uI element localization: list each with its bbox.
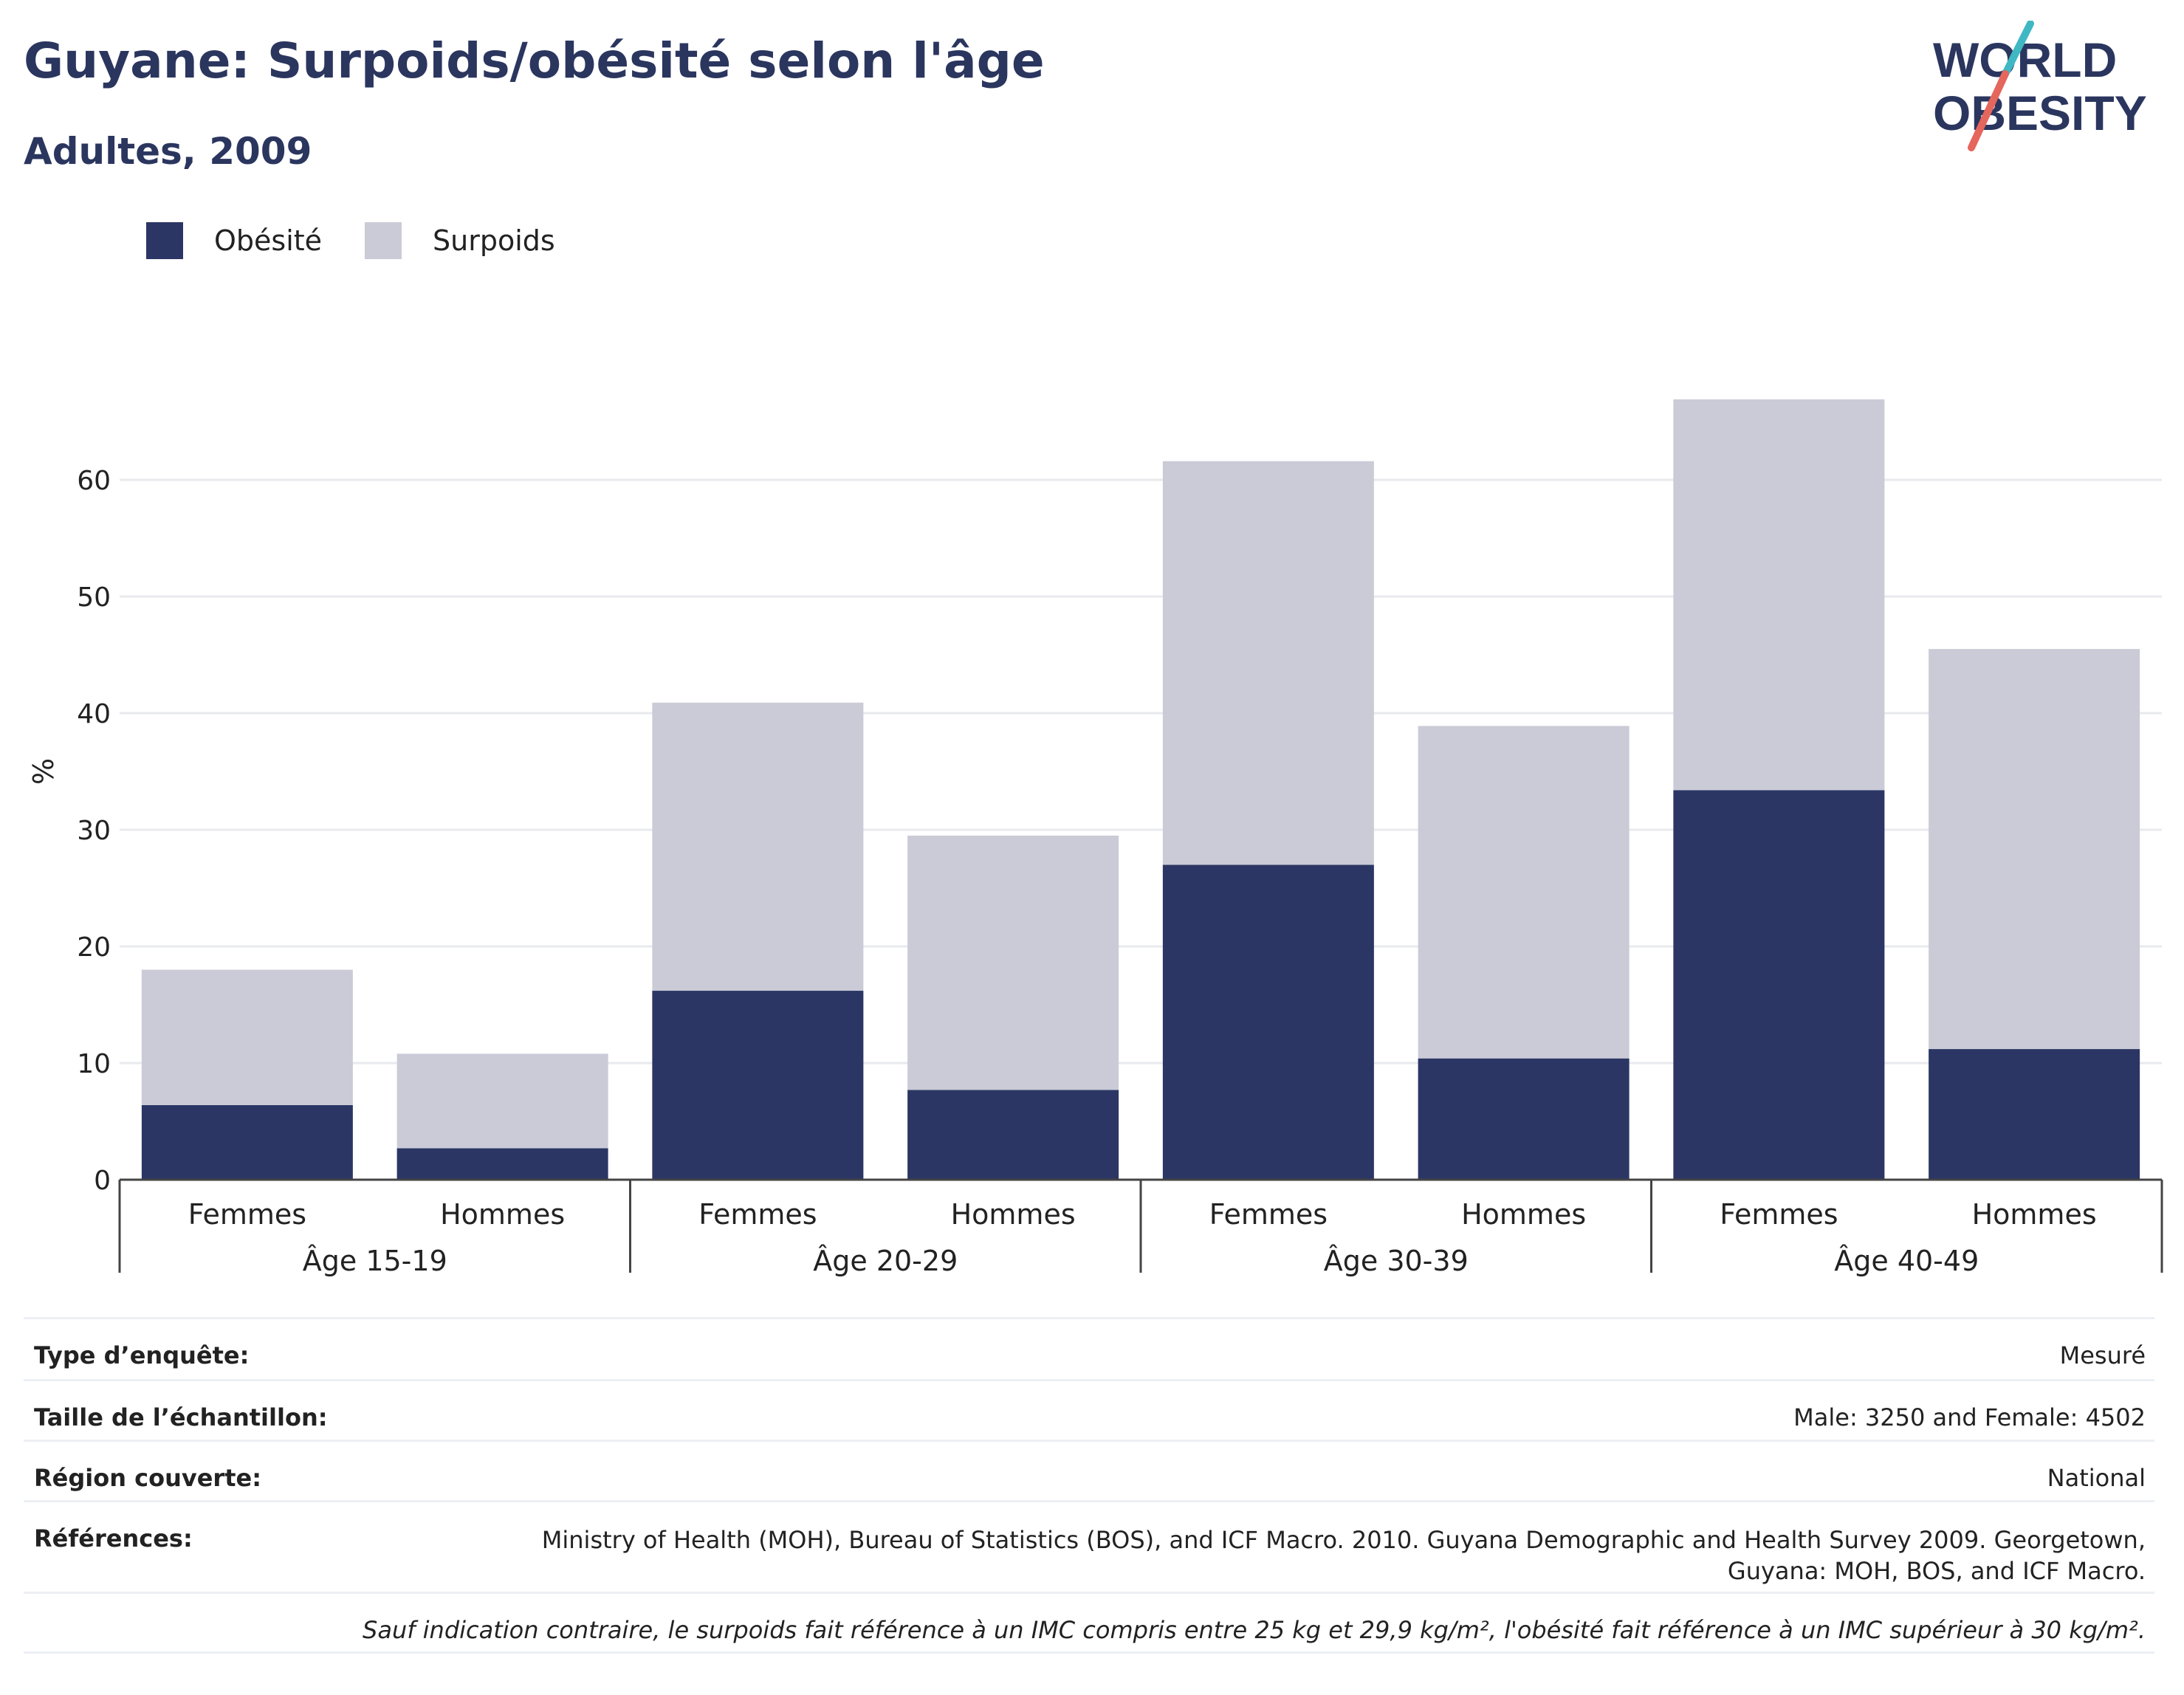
legend-label-surpoids: Surpoids [433, 224, 555, 257]
chart-subtitle: Adultes, 2009 [24, 130, 312, 173]
bar-obesite [141, 1104, 353, 1180]
x-tick-label: Hommes [951, 1198, 1076, 1231]
bar-obesite [396, 1148, 608, 1180]
bar-surpoids [907, 835, 1119, 1090]
x-tick-label: Femmes [698, 1198, 817, 1231]
bar-surpoids [652, 702, 864, 991]
world-obesity-logo: WORLD OBESITY [1933, 21, 2147, 151]
sample-size-value: Male: 3250 and Female: 4502 [1793, 1403, 2146, 1431]
stacked-bar-chart: 0 10 20 30 40 50 60% Femmes Hommes Femmes Hommes Fe… [27, 399, 2163, 1277]
legend-item-obesite[interactable]: Obésité [146, 222, 322, 259]
survey-type-label: Type d’enquête: [34, 1341, 250, 1369]
bar-surpoids [1162, 461, 1374, 865]
survey-info-table: Type d’enquête: Mesuré Taille de l’échan… [24, 1317, 2154, 1654]
logo-line2: OBESITY [1933, 86, 2147, 140]
legend-swatch-surpoids [365, 222, 402, 259]
x-tick-label: Femmes [188, 1198, 306, 1231]
x-tick-label: Hommes [1972, 1198, 2097, 1231]
x-tick-label: Femmes [1209, 1198, 1328, 1231]
bar-obesite [1929, 1049, 2140, 1180]
y-tick-label: 10 [77, 1049, 111, 1079]
bar-surpoids [1673, 399, 1885, 791]
legend-label-obesite: Obésité [214, 224, 323, 257]
bar-obesite [1673, 790, 1885, 1180]
bar-obesite [907, 1090, 1119, 1180]
group-label: Âge 15-19 [303, 1245, 447, 1277]
definition-note: Sauf indication contraire, le surpoids f… [24, 1592, 2154, 1654]
group-label: Âge 40-49 [1834, 1245, 1979, 1277]
references-label: Références: [34, 1524, 193, 1553]
region-label: Région couverte: [34, 1464, 261, 1492]
sample-size-row: Taille de l’échantillon: Male: 3250 and … [24, 1379, 2154, 1440]
logo-slash-top [2002, 21, 2034, 78]
sample-size-label: Taille de l’échantillon: [34, 1403, 328, 1431]
group-label: Âge 20-29 [813, 1245, 958, 1277]
y-tick-label: 30 [77, 816, 111, 846]
x-tick-label: Hommes [1461, 1198, 1586, 1231]
y-tick-label: 50 [77, 582, 111, 613]
bar-surpoids [141, 969, 353, 1105]
bar-surpoids [1418, 726, 1630, 1059]
legend-item-surpoids[interactable]: Surpoids [365, 222, 555, 259]
x-tick-label: Hommes [440, 1198, 565, 1231]
references-value: Ministry of Health (MOH), Bureau of Stat… [541, 1526, 2146, 1585]
bar-obesite [652, 991, 864, 1180]
y-tick-label: 60 [77, 466, 111, 496]
y-tick-label: 0 [94, 1166, 111, 1196]
y-tick-label: 40 [77, 699, 111, 729]
bar-surpoids [396, 1053, 608, 1149]
group-label: Âge 30-39 [1324, 1245, 1469, 1277]
references-row: Références: Ministry of Health (MOH), Bu… [24, 1500, 2154, 1592]
bar-surpoids [1929, 649, 2140, 1050]
survey-type-value: Mesuré [2059, 1341, 2146, 1369]
region-value: National [2047, 1464, 2146, 1492]
bar-obesite [1418, 1058, 1630, 1180]
legend-swatch-obesite [146, 222, 183, 259]
logo-slash-bottom [1968, 70, 2009, 151]
bar-obesite [1162, 864, 1374, 1180]
region-row: Région couverte: National [24, 1440, 2154, 1500]
chart-title: Guyane: Surpoids/obésité selon l'âge [24, 32, 1045, 89]
survey-type-row: Type d’enquête: Mesuré [24, 1317, 2154, 1379]
y-axis-label: % [27, 758, 60, 785]
y-tick-label: 20 [77, 932, 111, 963]
x-tick-label: Femmes [1720, 1198, 1838, 1231]
chart-legend: Obésité Surpoids [146, 219, 598, 263]
